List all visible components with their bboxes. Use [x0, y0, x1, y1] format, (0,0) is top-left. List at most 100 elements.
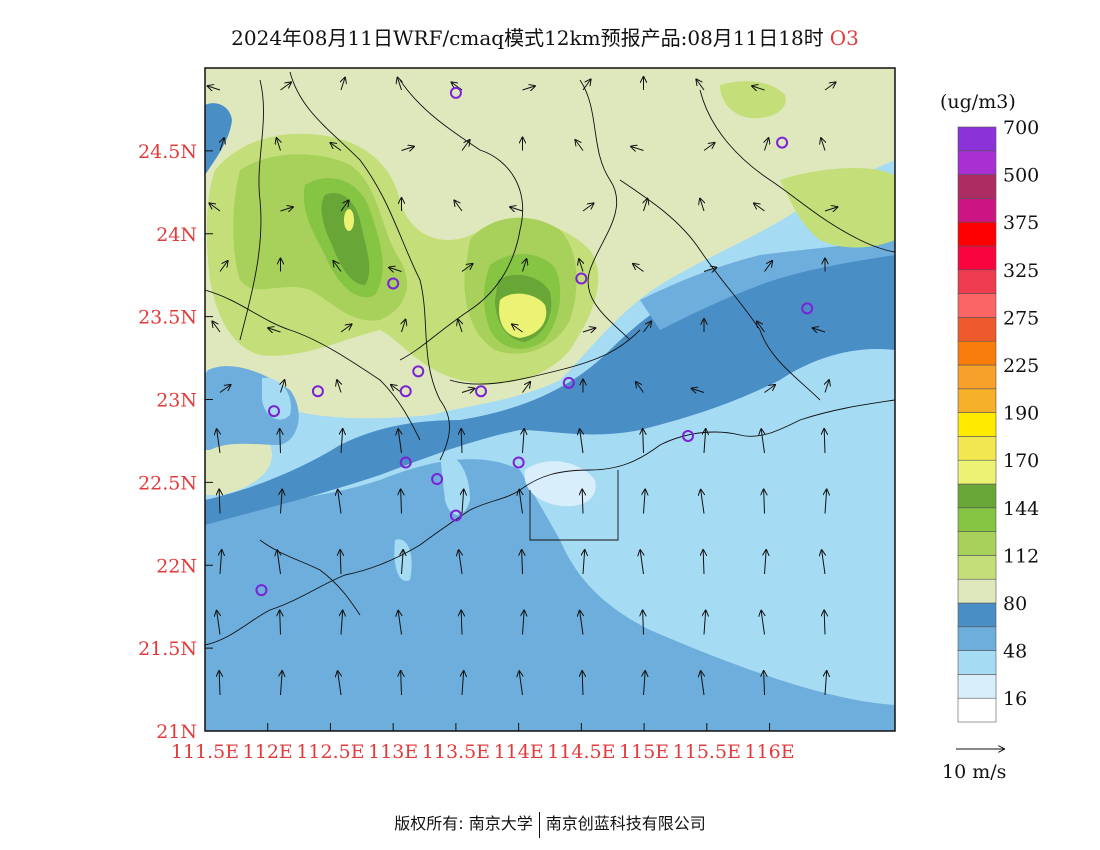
y-tick-label: 24.5N: [138, 141, 197, 163]
colorbar-swatch: [957, 578, 997, 604]
x-tick-label: 114.5E: [547, 741, 615, 763]
wind-arrow: [765, 138, 769, 151]
wind-arrow: [700, 199, 704, 212]
colorbar-swatch: [957, 221, 997, 247]
colorbar-swatch: [957, 340, 997, 366]
edge-blue: [205, 103, 232, 175]
wind-arrow: [704, 429, 706, 454]
wind-arrow: [340, 324, 352, 333]
wind-arrow: [825, 671, 827, 696]
colorbar-label: 16: [1003, 688, 1027, 710]
wind-arrow: [217, 611, 220, 635]
wind-arrow: [696, 79, 705, 91]
y-tick-label: 21N: [156, 721, 197, 743]
wind-arrow: [341, 78, 345, 91]
wind-arrow: [401, 146, 414, 150]
wind-arrow: [338, 490, 341, 514]
colorbar-swatch: [957, 412, 997, 437]
wind-arrow: [636, 382, 644, 393]
colorbar-label: 48: [1003, 641, 1027, 663]
copyright-text: 版权所有: 南京大学: [394, 814, 533, 833]
colorbar-swatch: [957, 602, 997, 628]
x-tick-label: 115E: [619, 741, 669, 763]
colorbar-label: 225: [1003, 355, 1039, 377]
colorbar-label: 80: [1003, 593, 1027, 615]
station-marker: [776, 136, 789, 149]
wind-arrow: [458, 320, 462, 333]
coast-band: [205, 245, 895, 525]
wind-arrow: [512, 324, 523, 333]
wind-arrow: [754, 203, 765, 212]
wind-arrow: [582, 671, 583, 696]
x-axis: 111.5E 112E 112.5E 113E 113.5E 114E 114.5E 115E…: [171, 723, 795, 763]
wind-arrow: [461, 140, 470, 151]
wind-arrow: [582, 79, 591, 91]
colorbar-swatch: [957, 483, 997, 509]
wind-arrow: [519, 671, 522, 696]
wind-arrow: [761, 611, 764, 635]
wind-arrow: [757, 321, 765, 333]
wind-arrow: [640, 550, 643, 575]
station-marker: [431, 473, 444, 486]
colorbar-labels: 16 48 80 112 144 170 190 225 275 325 375 500 700: [1003, 117, 1039, 710]
wind-arrow: [523, 259, 527, 272]
wind-arrow: [462, 490, 464, 514]
colorbar-label: 190: [1003, 403, 1039, 425]
x-tick-label: 114E: [494, 741, 544, 763]
y-tick-label: 22.5N: [138, 472, 197, 494]
station-marker: [399, 456, 412, 469]
colorbar: [957, 126, 997, 723]
wind-arrow: [764, 671, 765, 696]
wind-arrow: [764, 490, 765, 514]
wind-arrow: [701, 671, 704, 696]
field-112-north: [720, 81, 786, 119]
wind-arrow: [459, 550, 462, 575]
wind-arrow: [825, 490, 827, 514]
colorbar-label: 144: [1003, 498, 1039, 520]
wind-arrow: [268, 328, 281, 332]
wind-arrow: [765, 550, 767, 575]
colorbar-swatch: [957, 150, 997, 175]
coast-band-light: [640, 240, 895, 330]
wind-arrow: [454, 200, 463, 212]
wind-vectors: [208, 77, 838, 696]
station-marker: [387, 277, 400, 290]
peak-northwest: [344, 209, 354, 231]
y-axis: 21N 21.5N 22N 22.5N 23N 23.5N 24N 24.5N: [138, 141, 213, 743]
wind-arrow: [764, 385, 776, 393]
wind-arrow: [703, 550, 704, 575]
colorbar-swatch: [957, 507, 997, 532]
wind-arrow: [220, 138, 224, 151]
estuary-light: [524, 461, 596, 507]
station-marker: [449, 86, 462, 99]
wind-arrow: [340, 550, 341, 575]
wind-reference-label: 10 m/s: [942, 761, 1006, 783]
colorbar-label: 170: [1003, 450, 1039, 472]
colorbar-swatch: [957, 269, 997, 294]
legend-unit: (ug/m3): [940, 91, 1016, 113]
wind-arrow: [281, 490, 283, 514]
wind-arrow: [280, 611, 281, 635]
wind-arrow: [821, 138, 825, 151]
wind-arrow: [397, 78, 401, 91]
concentration-field: [205, 68, 895, 731]
colorbar-label: 375: [1003, 212, 1039, 234]
wind-arrow: [701, 490, 704, 514]
colorbar-swatch: [957, 697, 997, 723]
station-marker: [562, 376, 575, 389]
station-marker: [268, 405, 280, 418]
colorbar-label: 700: [1003, 117, 1039, 139]
colorbar-swatch: [957, 626, 997, 651]
wind-arrow: [209, 203, 221, 212]
wind-arrow: [333, 261, 342, 272]
wind-arrow: [523, 611, 525, 635]
wind-arrow: [402, 320, 406, 333]
x-tick-label: 111.5E: [171, 741, 239, 763]
station-marker: [475, 385, 487, 398]
wind-arrow: [280, 207, 293, 211]
y-tick-label: 22N: [156, 555, 197, 577]
hk-boundary: [529, 470, 619, 541]
wind-arrow: [644, 490, 646, 514]
wind-arrow: [398, 611, 401, 635]
